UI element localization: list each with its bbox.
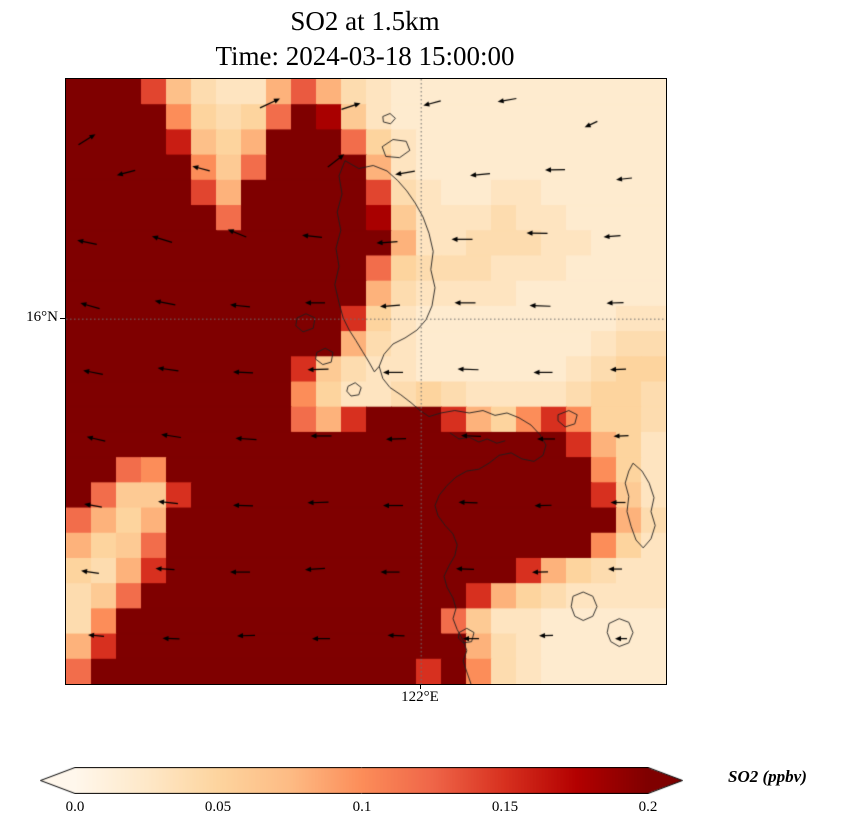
colorbar-panel (40, 767, 683, 794)
colorbar-tick-2: 0.1 (352, 799, 372, 815)
colorbar-tick-0: 0.0 (65, 799, 85, 815)
colorbar-tick-3: 0.15 (491, 799, 519, 815)
colorbar-tick-1: 0.05 (204, 799, 232, 815)
colorbar-canvas (40, 767, 683, 794)
y-axis-tick-mark (60, 318, 65, 319)
x-axis-tick-mark (420, 684, 421, 689)
y-axis-tick-label: 16°N (26, 309, 58, 325)
colorbar-label: SO2 (ppbv) (728, 767, 807, 786)
map-canvas (66, 79, 666, 684)
plot-title: SO2 at 1.5km (290, 6, 440, 36)
colorbar-tick-4: 0.2 (638, 799, 658, 815)
map-panel (65, 78, 667, 685)
x-axis-tick-label: 122°E (401, 689, 439, 705)
plot-subtitle: Time: 2024-03-18 15:00:00 (215, 41, 515, 71)
